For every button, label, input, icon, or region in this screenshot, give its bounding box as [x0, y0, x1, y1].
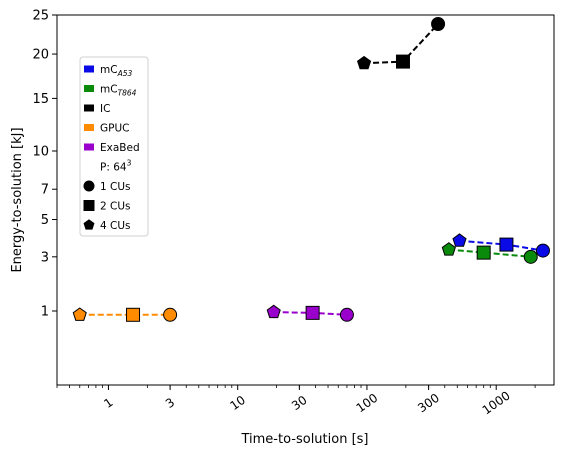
series-0-point-0: [535, 243, 550, 258]
data-marks: [72, 16, 550, 322]
x-tick-label-6: 1000: [480, 389, 513, 418]
series-2-point-0: [431, 16, 446, 31]
series-0-point-1: [499, 237, 514, 252]
legend-box: [79, 56, 149, 237]
legend-swatch-4: [84, 143, 94, 151]
y-tick-label-0: 1: [41, 305, 49, 320]
series-1-point-2: [441, 242, 456, 256]
legend-marker-0: [83, 180, 95, 192]
legend-subscript-1: T864: [118, 89, 137, 98]
y-tick-label-6: 20: [32, 48, 49, 63]
x-tick-label-2: 10: [227, 393, 248, 413]
legend-marker-label-0: 1 CUs: [100, 181, 131, 193]
series-2-point-1: [395, 54, 410, 69]
series-2-point-2: [356, 55, 372, 70]
x-tick-label-3: 30: [289, 393, 310, 413]
series-3-point-0: [163, 307, 178, 322]
legend-swatch-3: [84, 124, 94, 131]
series-3-point-1: [126, 307, 141, 322]
series-1-point-0: [523, 249, 538, 264]
x-tick-label-4: 100: [354, 391, 381, 416]
series-1-point-1: [476, 245, 491, 260]
series-3-point-2: [72, 307, 87, 321]
y-tick-label-3: 7: [41, 183, 49, 198]
legend-swatch-0: [84, 65, 94, 73]
y-axis-label: Energy-to-solution [kJ]: [10, 127, 25, 272]
legend-marker-1: [83, 200, 95, 211]
legend-swatch-1: [84, 85, 94, 92]
legend-marker-label-2: 4 CUs: [100, 220, 131, 232]
x-axis-label: Time-to-solution [s]: [240, 432, 368, 447]
series-4-point-2: [266, 304, 281, 319]
legend-problem-exponent: 3: [127, 159, 132, 168]
y-tick-label-2: 5: [41, 213, 49, 228]
legend-problem-label: P: 643: [100, 159, 132, 174]
y-tick-label-5: 15: [32, 92, 49, 107]
series-4-point-1: [305, 305, 320, 320]
x-tick-label-5: 300: [415, 391, 442, 416]
x-tick-label-1: 3: [163, 395, 177, 411]
y-tick-label-1: 3: [41, 250, 49, 265]
y-tick-label-4: 10: [32, 144, 49, 159]
series-line-1: [448, 248, 531, 258]
y-tick-label-7: 25: [32, 9, 49, 24]
legend-marker-label-1: 2 CUs: [100, 201, 131, 213]
legend-label-4: ExaBed: [100, 142, 140, 154]
series-4-point-0: [339, 307, 354, 322]
legend-label-3: GPUC: [100, 123, 130, 135]
legend-label-2: IC: [100, 103, 110, 115]
axes-frame: [56, 14, 555, 386]
legend-swatch-2: [84, 104, 94, 112]
series-0-point-2: [452, 233, 467, 247]
axes: 1 3 10 30 100 300 1000 1 3 5 7 10 15 20 25: [32, 9, 555, 418]
legend-subscript-0: A53: [117, 69, 133, 78]
x-tick-label-0: 1: [101, 395, 115, 411]
legend-marker-2: [83, 219, 95, 230]
